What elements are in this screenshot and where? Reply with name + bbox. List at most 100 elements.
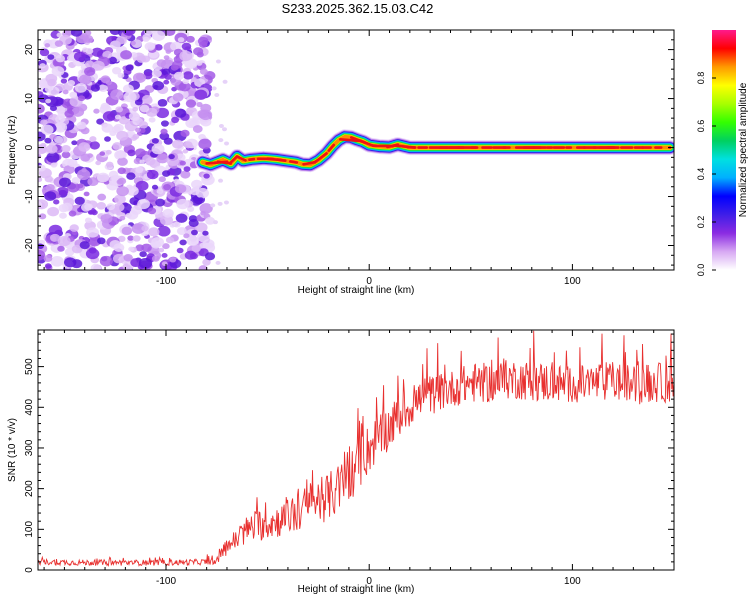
noise-blob <box>222 127 227 131</box>
y-tick-label: 500 <box>24 358 35 375</box>
noise-blob <box>152 144 165 154</box>
noise-blob <box>218 179 223 183</box>
noise-blob <box>36 177 42 182</box>
noise-blob <box>172 140 183 149</box>
noise-blob <box>171 65 179 71</box>
noise-blob <box>100 256 113 267</box>
noise-blob <box>166 49 172 53</box>
noise-blob <box>197 52 204 58</box>
noise-blob <box>87 153 93 158</box>
y-tick-label: 400 <box>24 399 35 416</box>
noise-blob <box>182 79 189 84</box>
colorbar-label: Normalized spectral amplitude <box>738 82 749 217</box>
noise-blob <box>171 117 179 123</box>
noise-blob <box>158 248 164 253</box>
noise-blob <box>101 214 113 224</box>
noise-blob <box>119 216 125 221</box>
noise-blob <box>84 67 95 76</box>
noise-blob <box>198 139 211 150</box>
noise-blob <box>147 44 154 50</box>
noise-blob <box>120 50 132 59</box>
noise-blob <box>128 247 134 252</box>
noise-blob <box>196 102 202 107</box>
noise-blob <box>49 134 56 140</box>
noise-blob <box>164 55 170 60</box>
colorbar: 0.00.20.40.60.8 Normalized spectral ampl… <box>696 30 749 276</box>
noise-blob <box>58 236 71 246</box>
colorbar-tick-label: 0.8 <box>696 72 706 85</box>
colorbar-tick-label: 0.4 <box>696 168 706 181</box>
noise-blob <box>152 138 159 144</box>
noise-blob <box>175 109 186 118</box>
noise-blob <box>59 213 67 219</box>
noise-blob <box>81 168 87 172</box>
noise-blob <box>152 255 160 261</box>
noise-blob <box>141 226 148 232</box>
noise-blob <box>157 59 166 67</box>
noise-blob <box>116 36 126 44</box>
noise-blob <box>64 257 76 267</box>
noise-blob <box>80 241 90 249</box>
noise-blob <box>212 86 217 90</box>
noise-blob <box>152 81 164 90</box>
noise-blob <box>86 248 99 259</box>
noise-blob <box>145 157 155 165</box>
noise-blob <box>117 157 128 166</box>
noise-blob <box>64 110 74 118</box>
noise-blob <box>213 220 218 224</box>
noise-blob <box>71 140 77 145</box>
noise-blob <box>67 80 75 86</box>
noise-blob <box>139 251 147 257</box>
ridge-peak <box>290 161 296 162</box>
noise-blob <box>194 90 207 100</box>
noise-blob <box>86 227 99 237</box>
snr-y-axis-label: SNR (10 * v/v) <box>7 418 18 482</box>
noise-blob <box>118 167 126 174</box>
noise-blob <box>163 184 171 190</box>
noise-blob <box>55 40 63 47</box>
colorbar-gradient <box>712 30 736 270</box>
noise-blob <box>106 150 112 155</box>
noise-blob <box>158 99 168 107</box>
noise-blob <box>149 117 156 123</box>
noise-blob <box>95 161 101 166</box>
noise-blob <box>51 256 64 267</box>
noise-blob <box>178 37 185 42</box>
ridge-peak <box>408 147 415 148</box>
spectrogram-x-axis-label: Height of straight line (km) <box>298 285 415 296</box>
noise-blob <box>78 142 90 152</box>
noise-blob <box>97 237 106 244</box>
y-tick-label: 100 <box>24 521 35 538</box>
noise-blob <box>224 141 229 145</box>
noise-blob <box>175 184 186 193</box>
noise-blob <box>125 64 133 71</box>
noise-blob <box>39 63 45 68</box>
noise-blob <box>157 189 163 194</box>
noise-blob <box>132 134 139 139</box>
noise-blob <box>164 138 173 145</box>
noise-blob <box>103 111 116 121</box>
noise-blob <box>46 152 59 163</box>
noise-blob <box>61 78 67 83</box>
noise-blob <box>101 103 110 110</box>
noise-blob <box>82 47 88 52</box>
noise-blob <box>162 170 170 177</box>
noise-blob <box>91 264 101 272</box>
noise-blob <box>57 187 68 196</box>
noise-blob <box>205 217 215 225</box>
noise-blob <box>37 165 46 172</box>
noise-blob <box>101 75 111 83</box>
noise-blob <box>127 150 135 157</box>
noise-blob <box>164 74 171 80</box>
noise-blob <box>122 227 133 235</box>
noise-blob <box>45 43 51 47</box>
y-tick-label: -20 <box>24 238 35 253</box>
y-tick-label: 0 <box>24 567 35 573</box>
y-tick-label: -10 <box>24 189 35 204</box>
noise-blob <box>118 73 125 78</box>
noise-blob <box>135 128 141 133</box>
noise-blob <box>99 151 105 156</box>
noise-blob <box>116 150 126 158</box>
noise-blob <box>41 124 54 134</box>
